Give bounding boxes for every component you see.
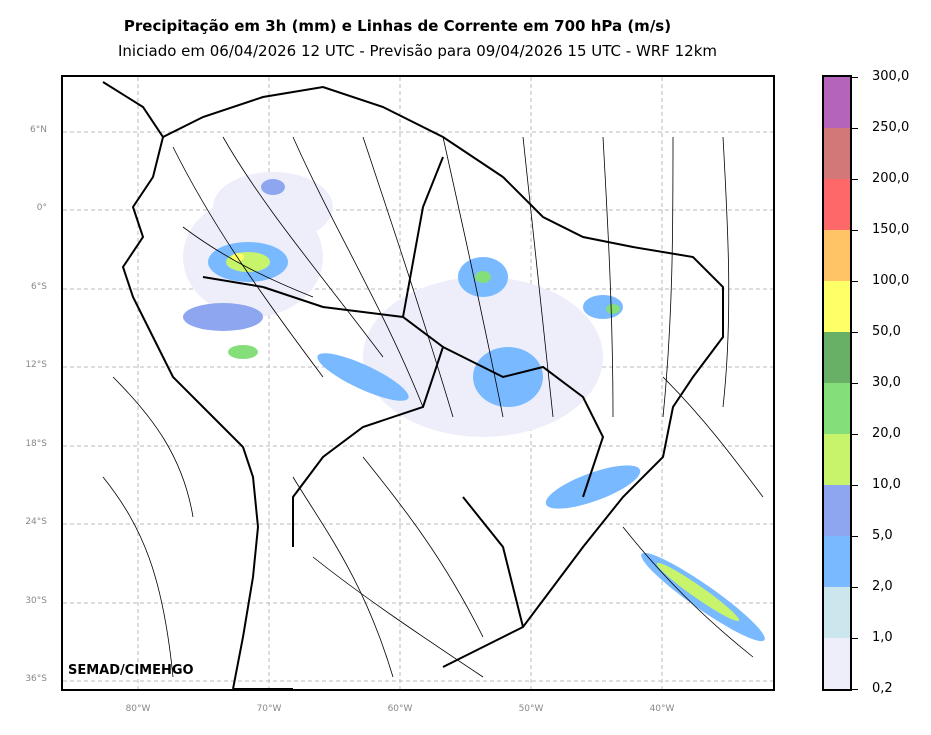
colorbar-tick <box>852 179 858 180</box>
lat-label-6n: 6°N <box>30 125 47 135</box>
colorbar-tick <box>852 434 858 435</box>
colorbar-tick-label: 1,0 <box>872 630 893 645</box>
map-panel <box>61 75 775 691</box>
colorbar-tick-label: 50,0 <box>872 324 901 339</box>
colorbar-segment <box>824 587 850 638</box>
colorbar-tick <box>852 689 858 690</box>
colorbar-tick-label: 300,0 <box>872 69 910 84</box>
colorbar <box>822 75 852 691</box>
colorbar-tick <box>852 77 858 78</box>
colorbar-segment <box>824 638 850 689</box>
colorbar-tick-label: 2,0 <box>872 579 893 594</box>
colorbar-tick-label: 5,0 <box>872 528 893 543</box>
lon-label-80w: 80°W <box>125 704 151 714</box>
lon-label-50w: 50°W <box>518 704 544 714</box>
colorbar-tick <box>852 638 858 639</box>
streamlines <box>102 136 764 678</box>
colorbar-tick <box>852 383 858 384</box>
lat-label-12s: 12°S <box>25 360 47 370</box>
lat-label-18s: 18°S <box>25 439 47 449</box>
lon-label-70w: 70°W <box>256 704 282 714</box>
chart-title: Precipitação em 3h (mm) e Linhas de Corr… <box>123 17 672 35</box>
colorbar-segment <box>824 281 850 332</box>
colorbar-tick <box>852 536 858 537</box>
colorbar-tick-label: 150,0 <box>872 222 910 237</box>
colorbar-tick <box>852 485 858 486</box>
colorbar-tick-label: 100,0 <box>872 273 910 288</box>
colorbar-segment <box>824 230 850 281</box>
lat-label-0: 0° <box>36 203 47 213</box>
lat-label-6s: 6°S <box>31 282 47 292</box>
precipitation-field <box>183 172 765 642</box>
credit-label: SEMAD/CIMEHGO <box>68 663 194 678</box>
colorbar-segment <box>824 536 850 587</box>
colorbar-tick-label: 250,0 <box>872 120 910 135</box>
colorbar-tick <box>852 332 858 333</box>
colorbar-segment <box>824 77 850 128</box>
colorbar-tick <box>852 587 858 588</box>
colorbar-tick-label: 200,0 <box>872 171 910 186</box>
lon-label-40w: 40°W <box>649 704 675 714</box>
colorbar-tick-label: 30,0 <box>872 375 901 390</box>
lat-label-30s: 30°S <box>25 596 47 606</box>
colorbar-segment <box>824 128 850 179</box>
colorbar-segment <box>824 383 850 434</box>
colorbar-tick <box>852 128 858 129</box>
chart-subtitle: Iniciado em 06/04/2026 12 UTC - Previsão… <box>117 42 718 60</box>
map-canvas <box>63 77 773 689</box>
lon-label-60w: 60°W <box>387 704 413 714</box>
colorbar-segment <box>824 179 850 230</box>
colorbar-tick <box>852 281 858 282</box>
lat-label-24s: 24°S <box>25 517 47 527</box>
colorbar-segment <box>824 485 850 536</box>
colorbar-tick <box>852 230 858 231</box>
lat-label-36s: 36°S <box>25 674 47 684</box>
colorbar-tick-label: 10,0 <box>872 477 901 492</box>
colorbar-tick-label: 20,0 <box>872 426 901 441</box>
colorbar-tick-label: 0,2 <box>872 681 893 696</box>
colorbar-segment <box>824 434 850 485</box>
colorbar-segment <box>824 332 850 383</box>
